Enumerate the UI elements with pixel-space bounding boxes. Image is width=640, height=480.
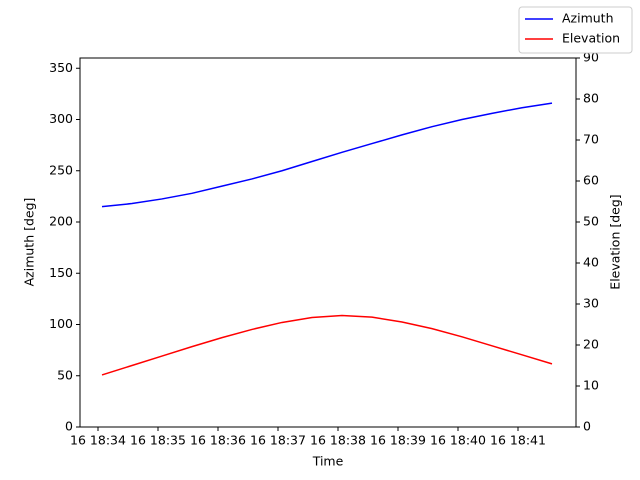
- y-tick-label: 0: [65, 419, 73, 434]
- x-tick-label: 16 18:41: [490, 433, 546, 448]
- x-axis-label: Time: [312, 454, 344, 469]
- x-tick-label: 16 18:35: [130, 433, 186, 448]
- x-tick-label: 16 18:39: [370, 433, 426, 448]
- plot-frame: [79, 57, 577, 428]
- legend-label: Elevation: [562, 31, 620, 46]
- y2-tick-label: 40: [583, 255, 599, 270]
- x-tick-label: 16 18:34: [70, 433, 126, 448]
- y-tick-label: 150: [49, 265, 73, 280]
- x-tick-label: 16 18:36: [190, 433, 246, 448]
- line-series: [101, 102, 553, 208]
- y2-tick-label: 20: [583, 337, 599, 352]
- y-tick-label: 300: [49, 111, 73, 126]
- x-tick-label: 16 18:38: [310, 433, 366, 448]
- x-tick-label: 16 18:40: [430, 433, 486, 448]
- y-tick-label: 350: [49, 60, 73, 75]
- legend-label: Azimuth: [562, 11, 614, 26]
- y2-tick-label: 10: [583, 378, 599, 393]
- y2-tick-label: 0: [583, 419, 591, 434]
- y2-tick-label: 50: [583, 214, 599, 229]
- y-axis-label: Azimuth [deg]: [22, 198, 37, 287]
- y2-tick-label: 70: [583, 132, 599, 147]
- line-series: [101, 314, 553, 376]
- y-tick-label: 200: [49, 214, 73, 229]
- y2-tick-label: 30: [583, 296, 599, 311]
- y-tick-label: 100: [49, 316, 73, 331]
- x-tick-label: 16 18:37: [250, 433, 306, 448]
- y2-tick-label: 60: [583, 173, 599, 188]
- y-tick-label: 50: [57, 367, 73, 382]
- y-tick-label: 250: [49, 162, 73, 177]
- y2-axis-label: Elevation [deg]: [608, 194, 623, 289]
- y2-tick-label: 80: [583, 91, 599, 106]
